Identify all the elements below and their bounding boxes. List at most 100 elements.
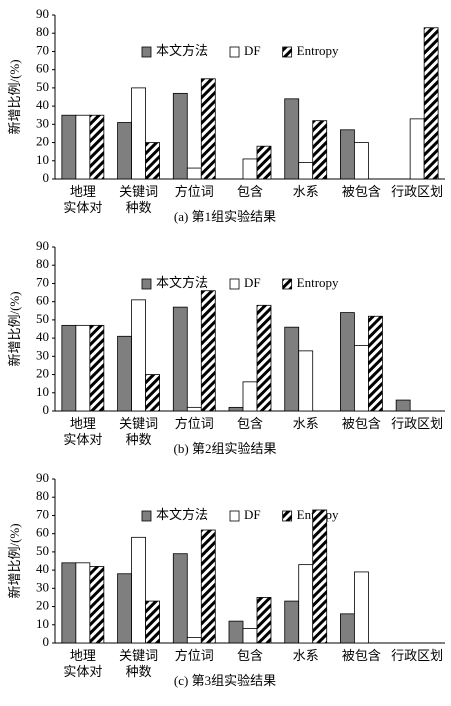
bar (312, 120, 328, 180)
y-tick-label: 70 (36, 42, 49, 57)
bar (89, 324, 105, 412)
chart-caption: (a) 第1组实验结果 (174, 209, 276, 224)
bar (354, 571, 369, 644)
bar (340, 613, 355, 644)
y-tick-label: 80 (36, 256, 49, 271)
x-tick-label: 被包含 (342, 416, 381, 431)
bar (312, 509, 328, 644)
bar (89, 566, 105, 644)
legend-swatch (282, 46, 293, 58)
y-tick-label: 10 (36, 152, 49, 167)
x-tick-label: 关键词种数 (119, 416, 158, 447)
x-tick-label: 包含 (237, 648, 263, 663)
legend-swatch (282, 278, 293, 290)
y-tick-label: 40 (36, 97, 49, 112)
bar (242, 628, 258, 644)
y-tick-label: 20 (36, 598, 49, 613)
bar (61, 324, 77, 412)
bar (354, 344, 369, 412)
x-tick-label: 地理实体对 (63, 184, 102, 215)
bar (75, 324, 91, 412)
x-tick-label: 方位词 (175, 416, 214, 431)
bar (298, 564, 314, 644)
bar (75, 114, 91, 180)
legend-label: Entropy (297, 275, 339, 290)
x-tick-label: 行政区划 (391, 416, 443, 431)
legend-label: 本文方法 (156, 43, 208, 58)
bar (228, 620, 244, 644)
x-tick-label: 水系 (293, 416, 319, 431)
bar (145, 600, 160, 644)
y-axis-title: 新增比例/(%) (7, 59, 22, 134)
legend-label: 本文方法 (156, 507, 208, 522)
y-tick-label: 10 (36, 616, 49, 631)
y-tick-label: 40 (36, 329, 49, 344)
x-tick-label: 关键词种数 (119, 184, 158, 215)
y-tick-label: 90 (36, 470, 49, 485)
x-tick-label: 水系 (293, 184, 319, 199)
x-tick-label: 行政区划 (391, 184, 443, 199)
bar (228, 406, 244, 412)
legend-label: DF (244, 507, 261, 522)
y-tick-label: 20 (36, 366, 49, 381)
y-tick-label: 40 (36, 561, 49, 576)
y-tick-label: 50 (36, 79, 49, 94)
legend-label: 本文方法 (156, 275, 208, 290)
bar (395, 399, 411, 412)
bar (131, 299, 146, 412)
x-tick-label: 地理实体对 (63, 416, 102, 447)
y-tick-label: 10 (36, 384, 49, 399)
bar (298, 350, 314, 412)
bar (284, 600, 300, 644)
bar (354, 142, 369, 180)
y-tick-label: 0 (43, 170, 50, 185)
bar (172, 92, 188, 180)
bar (242, 158, 258, 180)
x-tick-label: 关键词种数 (119, 648, 158, 679)
y-tick-label: 30 (36, 579, 49, 594)
x-tick-label: 水系 (293, 648, 319, 663)
y-tick-label: 70 (36, 274, 49, 289)
y-tick-label: 20 (36, 134, 49, 149)
bar (186, 637, 202, 644)
y-tick-label: 30 (36, 115, 49, 130)
y-tick-label: 0 (43, 634, 50, 649)
bar (186, 167, 202, 180)
legend-label: DF (244, 275, 261, 290)
bar (298, 162, 314, 180)
bar (200, 290, 216, 412)
bar (117, 573, 132, 644)
bar (340, 129, 355, 180)
legend-swatch (229, 510, 240, 522)
chart-caption: (c) 第3组实验结果 (174, 673, 276, 688)
chart-caption: (b) 第2组实验结果 (174, 441, 277, 456)
bar (186, 406, 202, 412)
bar (131, 87, 146, 180)
y-tick-label: 30 (36, 347, 49, 362)
y-tick-label: 80 (36, 24, 49, 39)
bar (200, 529, 216, 644)
legend-swatch (282, 510, 293, 522)
x-tick-label: 地理实体对 (63, 648, 102, 679)
bar (145, 374, 160, 412)
bar (61, 114, 77, 180)
bar (340, 312, 355, 412)
bar (284, 326, 300, 412)
bar (423, 27, 439, 180)
bar (75, 562, 91, 644)
y-tick-label: 50 (36, 543, 49, 558)
bar (284, 98, 300, 180)
x-tick-label: 方位词 (175, 184, 214, 199)
legend-swatch (141, 46, 152, 58)
y-axis-title: 新增比例/(%) (7, 291, 22, 366)
legend-label: DF (244, 43, 261, 58)
x-tick-label: 包含 (237, 416, 263, 431)
bar (242, 381, 258, 412)
legend-swatch (229, 46, 240, 58)
y-axis-title: 新增比例/(%) (7, 523, 22, 598)
bar (145, 142, 160, 180)
bar (117, 335, 132, 412)
bar (200, 78, 216, 180)
y-tick-label: 60 (36, 61, 49, 76)
